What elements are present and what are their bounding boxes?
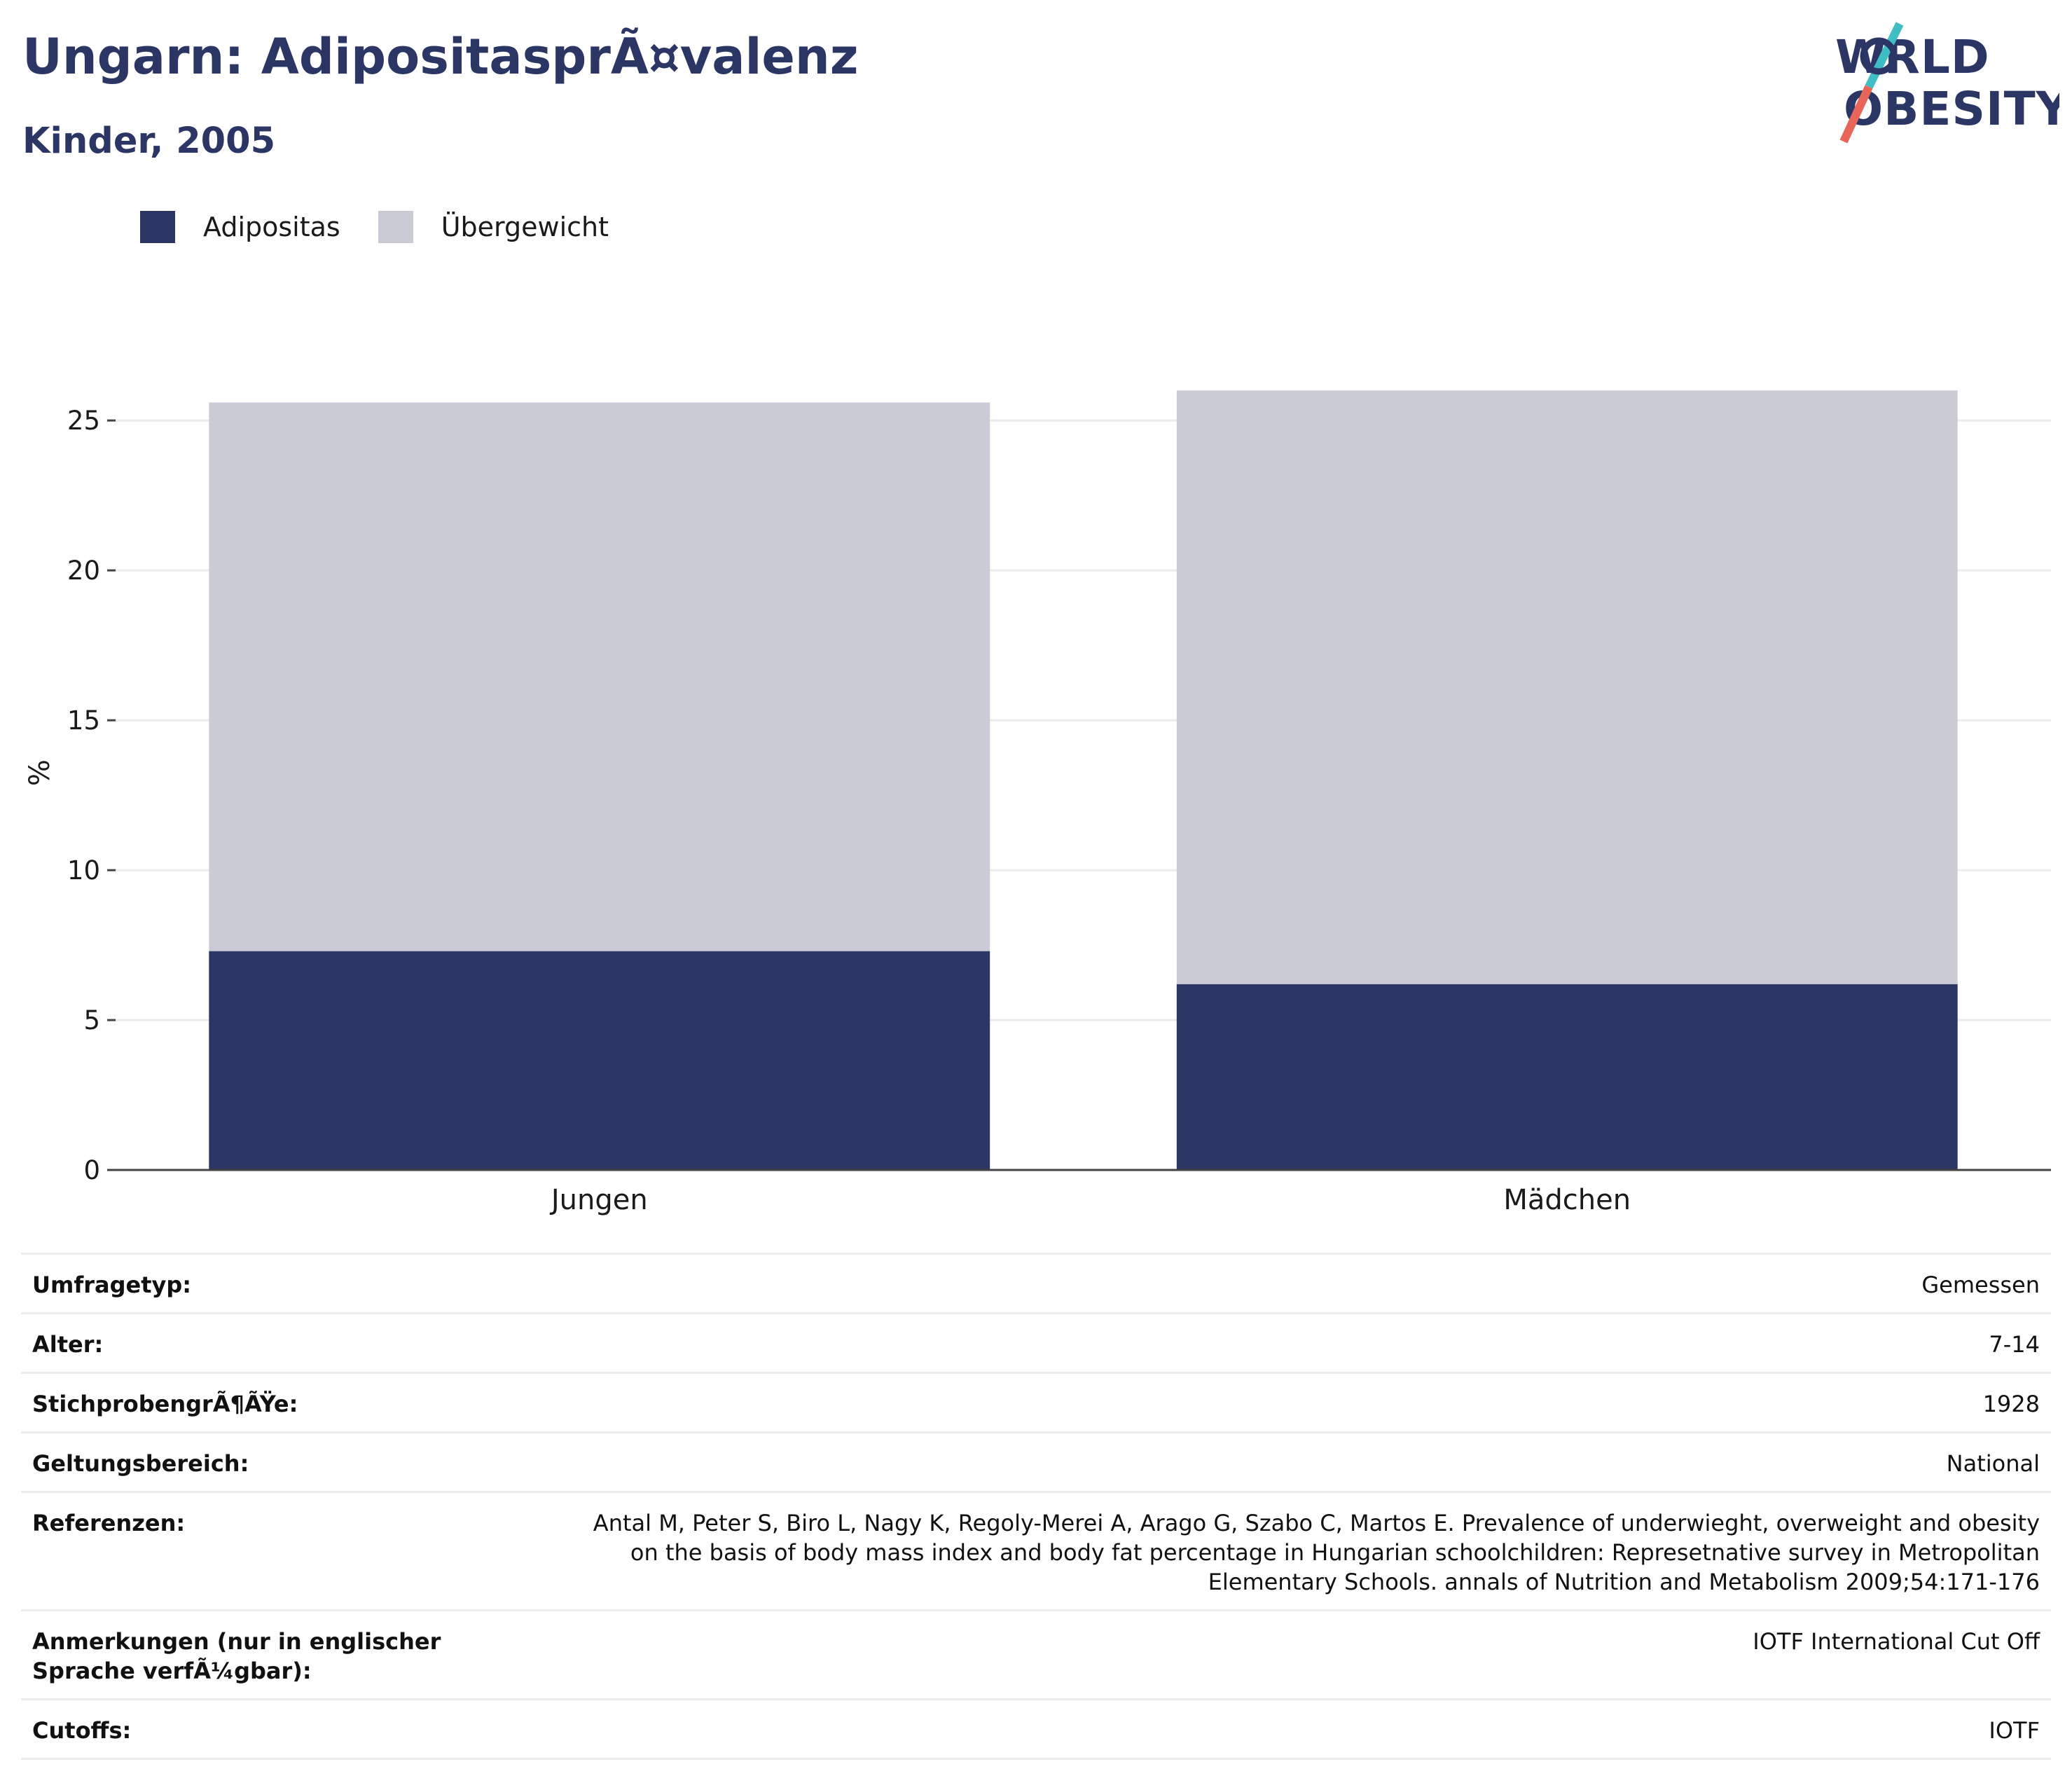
- info-value-references-cell: Antal M, Peter S, Biro L, Nagy K, Regoly…: [539, 1492, 2051, 1611]
- table-row: Geltungsbereich: National: [21, 1432, 2051, 1492]
- bar-chart: 0 5 10 15 20 25% Jungen Mädchen: [24, 390, 2051, 1216]
- info-key-survey-type: Umfragetyp:: [32, 1272, 192, 1298]
- y-tick-label: 5: [83, 1005, 100, 1035]
- y-tick-label: 10: [67, 855, 100, 886]
- world-obesity-logo: W RLD OBESITY: [1835, 22, 2059, 144]
- info-value-survey-type: Gemessen: [1921, 1272, 2040, 1298]
- legend-label-adipositas: Adipositas: [203, 212, 340, 242]
- chart-title: Ungarn: AdipositasprÃ¤valenz: [22, 28, 859, 85]
- info-value-notes: IOTF International Cut Off: [1753, 1628, 2040, 1655]
- info-value-sample-size: 1928: [1982, 1391, 2040, 1417]
- table-row: Referenzen: Antal M, Peter S, Biro L, Na…: [21, 1492, 2051, 1611]
- info-key-cutoffs: Cutoffs:: [32, 1717, 132, 1744]
- y-tick-label: 15: [67, 705, 100, 736]
- chart-legend: Adipositas Übergewicht: [140, 209, 647, 245]
- legend-swatch-uebergewicht: [378, 211, 413, 243]
- info-key-sample-size: StichprobengrÃ¶ÃŸe:: [32, 1391, 298, 1417]
- info-value-coverage: National: [1946, 1450, 2040, 1477]
- info-key-references: Referenzen:: [32, 1510, 186, 1536]
- x-tick-label: Jungen: [549, 1184, 648, 1216]
- info-key-coverage: Geltungsbereich:: [32, 1450, 249, 1477]
- y-tick-label: 25: [67, 406, 100, 436]
- info-value-cutoffs: IOTF: [1989, 1717, 2040, 1744]
- legend-label-uebergewicht: Übergewicht: [441, 212, 609, 242]
- legend-item-uebergewicht: Übergewicht: [378, 211, 609, 243]
- survey-info-table: Umfragetyp: Gemessen Alter: 7-14 Stichpr…: [21, 1253, 2051, 1760]
- info-key-notes: Anmerkungen (nur in englischer Sprache v…: [32, 1628, 441, 1684]
- table-row: Anmerkungen (nur in englischer Sprache v…: [21, 1610, 2051, 1700]
- bar-uebergewicht-maedchen: [1176, 390, 1958, 984]
- y-tick-label: 20: [67, 556, 100, 586]
- chart-subtitle: Kinder, 2005: [22, 121, 276, 162]
- y-axis-label: %: [24, 759, 56, 786]
- svg-text:RLD: RLD: [1884, 30, 1990, 84]
- table-row: Cutoffs: IOTF: [21, 1699, 2051, 1759]
- x-tick-label: Mädchen: [1503, 1184, 1631, 1216]
- table-row: Umfragetyp: Gemessen: [21, 1253, 2051, 1314]
- info-key-age: Alter:: [32, 1331, 104, 1358]
- legend-item-adipositas: Adipositas: [140, 211, 340, 243]
- info-value-age: 7-14: [1989, 1331, 2040, 1358]
- table-row: Alter: 7-14: [21, 1313, 2051, 1373]
- legend-swatch-adipositas: [140, 211, 175, 243]
- svg-text:OBESITY: OBESITY: [1844, 82, 2059, 136]
- bar-adipositas-maedchen: [1176, 984, 1958, 1170]
- table-row: StichprobengrÃ¶ÃŸe: 1928: [21, 1372, 2051, 1433]
- bar-adipositas-jungen: [209, 951, 990, 1170]
- y-tick-label: 0: [83, 1155, 100, 1185]
- info-value-references: Antal M, Peter S, Biro L, Nagy K, Regoly…: [593, 1510, 2040, 1595]
- bar-uebergewicht-jungen: [209, 402, 990, 951]
